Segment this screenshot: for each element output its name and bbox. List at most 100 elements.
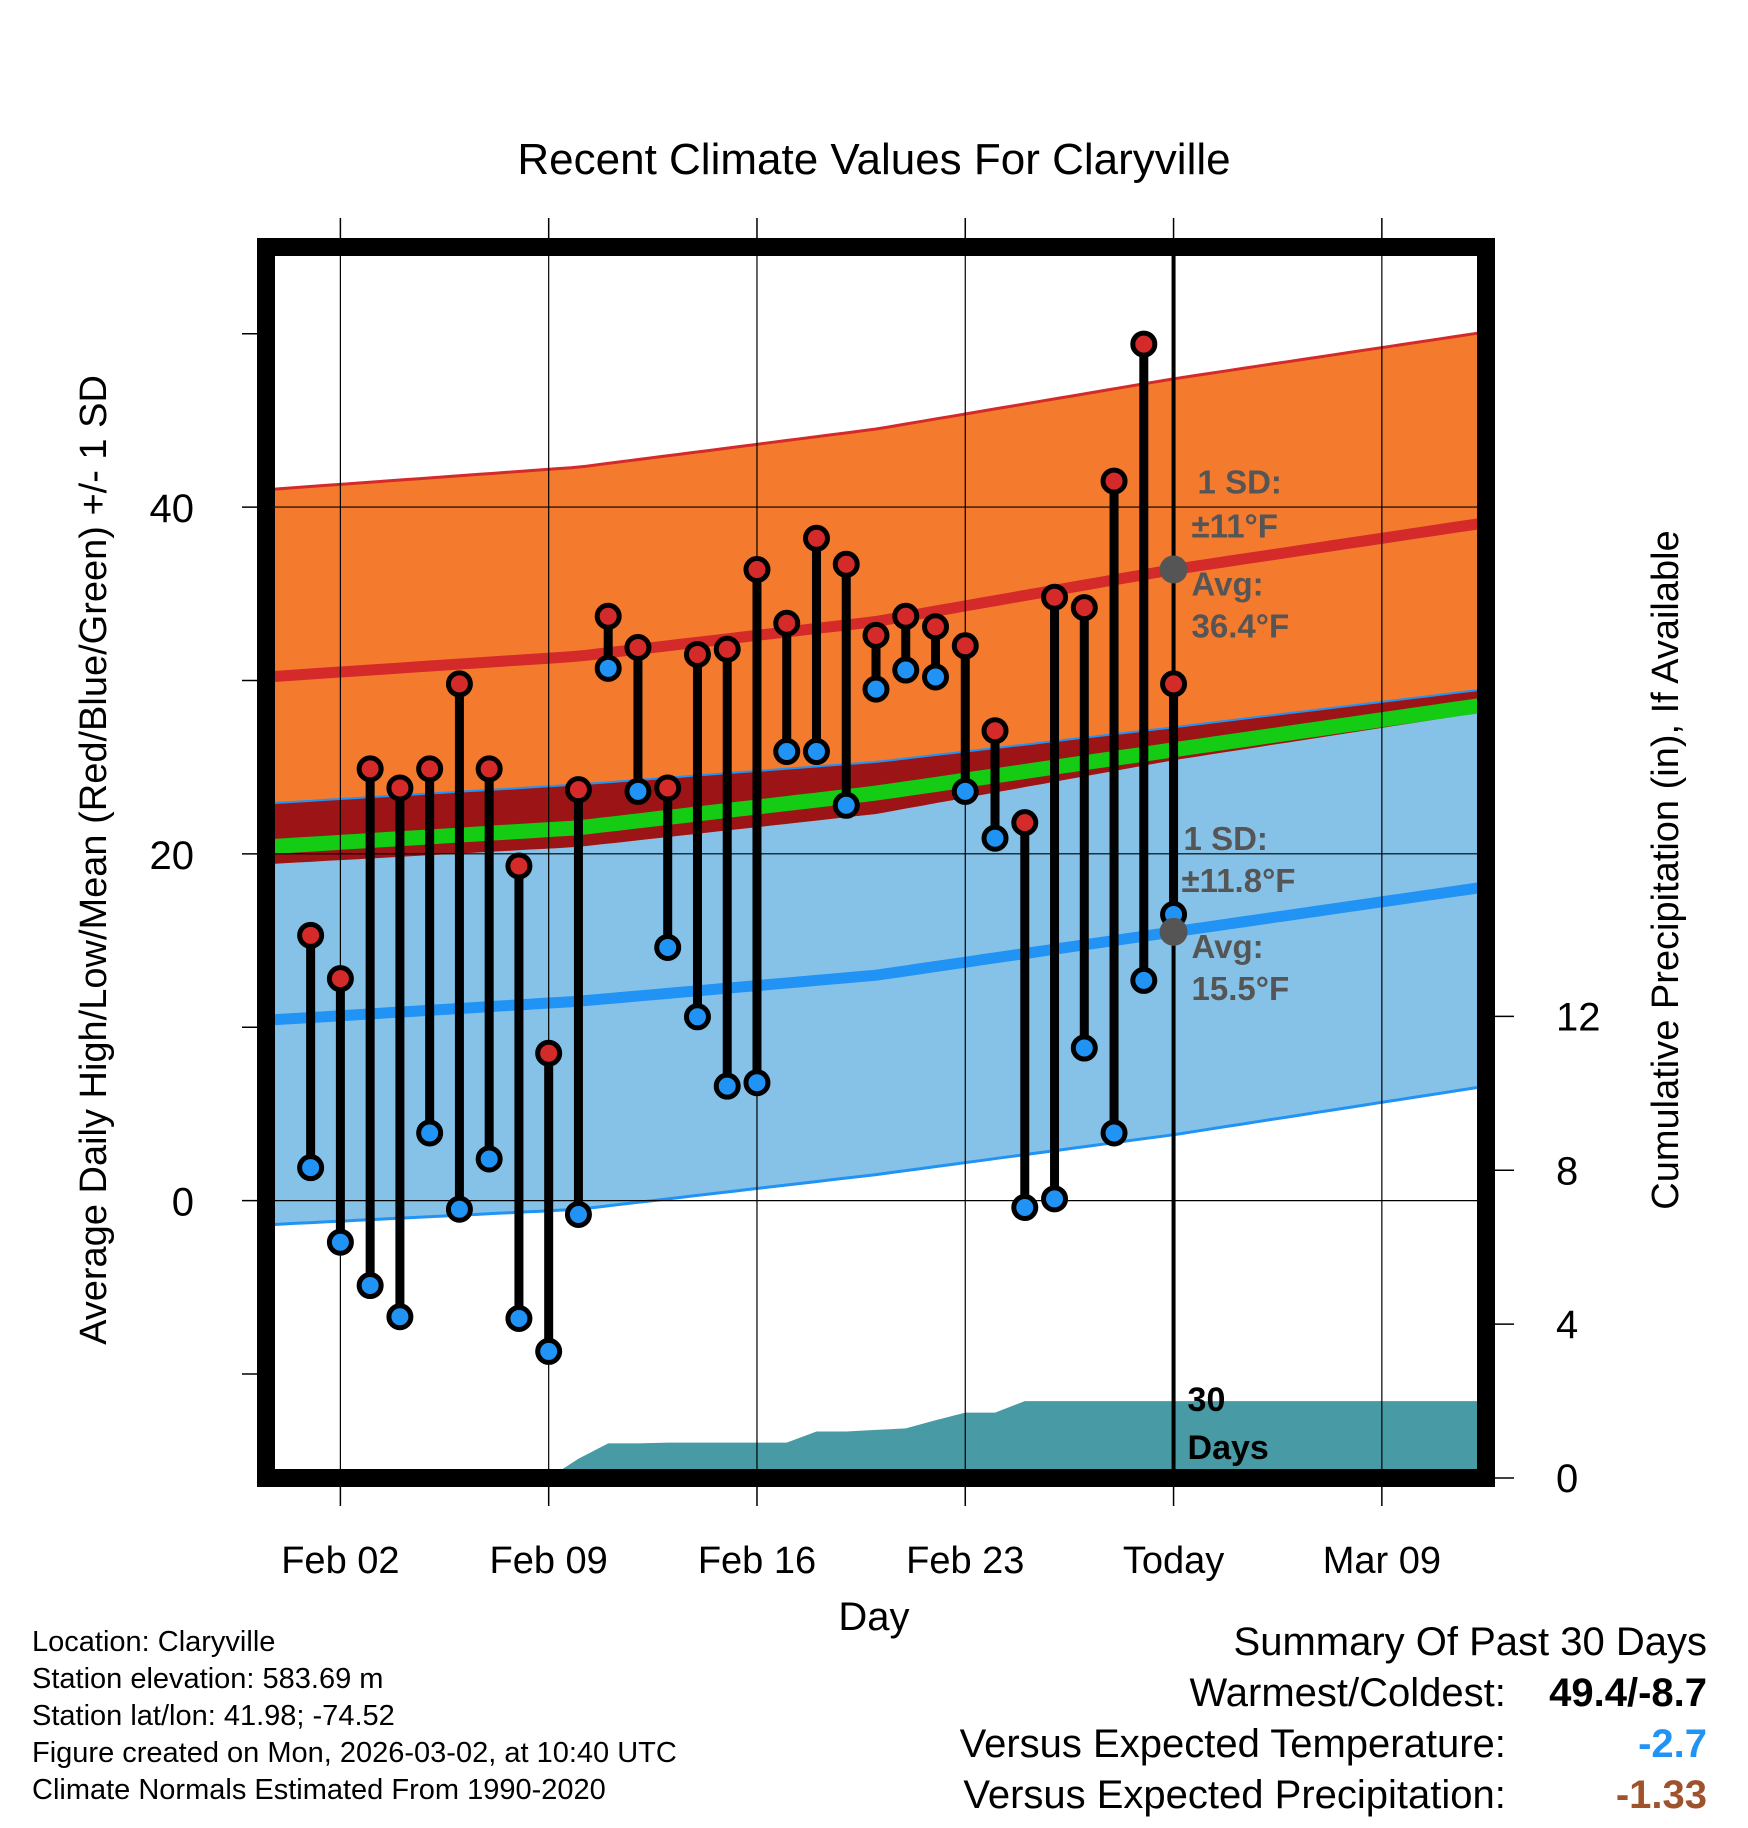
info-created: Figure created on Mon, 2026-03-02, at 10… [32,1737,677,1769]
summary-temp-label: Versus Expected Temperature: [959,1722,1506,1766]
high-plus-sd-line [266,330,1486,492]
summary-temp-row: Versus Expected Temperature: -2.7 [960,1719,1707,1770]
daily-low-point [1070,1034,1098,1062]
daily-high-point [802,524,830,552]
daily-low-point [951,777,979,805]
daily-high-point [743,555,771,583]
daily-low-point [297,1154,325,1182]
y-tick-label: 40 [150,487,195,531]
y2-tick-label: 12 [1556,995,1601,1039]
x-tick-label: Today [1123,1540,1224,1582]
daily-high-point [505,852,533,880]
precip-days-line1: 30 [1188,1381,1226,1419]
daily-low-point [802,738,830,766]
daily-high-point [981,717,1009,745]
daily-high-point [356,755,384,783]
summary-warm-cold-label: Warmest/Coldest: [1189,1671,1506,1715]
y2-tick-label: 4 [1556,1303,1578,1347]
daily-low-point [862,675,890,703]
low-plus-sd-line [266,688,1486,805]
daily-low-point [981,824,1009,852]
daily-low-point [892,656,920,684]
daily-high-point [297,921,325,949]
station-info: Location: Claryville Station elevation: … [32,1624,677,1809]
x-tick-label: Feb 02 [281,1540,399,1582]
daily-high-point [1100,467,1128,495]
daily-high-point [416,755,444,783]
daily-low-point [505,1304,533,1332]
daily-low-point [922,663,950,691]
daily-low-point [416,1119,444,1147]
normal-low-line [266,881,1486,1026]
overlap-band [266,689,1486,865]
daily-low-point [773,738,801,766]
daily-high-point [862,621,890,649]
high-avg-title: Avg: [1192,565,1264,602]
daily-low-point [654,933,682,961]
low-avg-marker [1159,917,1188,946]
daily-low-point [564,1200,592,1228]
x-tick-label: Mar 09 [1323,1540,1441,1582]
low-avg-title: Avg: [1192,928,1264,965]
daily-low-point [326,1228,354,1256]
daily-high-point [1160,670,1188,698]
daily-high-point [713,635,741,663]
high-avg-marker [1159,555,1188,584]
summary-temp-value: -2.7 [1638,1722,1707,1766]
daily-low-point [356,1272,384,1300]
daily-high-point [1011,809,1039,837]
summary-precip-value: -1.33 [1615,1773,1707,1817]
y-tick-label: 0 [172,1181,194,1225]
daily-high-point [564,776,592,804]
info-location: Location: Claryville [32,1626,276,1658]
precip-area [266,1401,1486,1478]
daily-low-point [683,1003,711,1031]
summary-precip-row: Versus Expected Precipitation: -1.33 [960,1770,1707,1821]
daily-high-point [773,609,801,637]
daily-high-point [1041,583,1069,611]
y-tick-label: 20 [150,834,195,878]
summary-precip-label: Versus Expected Precipitation: [963,1773,1506,1817]
summary-warm-cold-row: Warmest/Coldest: 49.4/-8.7 [960,1668,1708,1719]
daily-high-point [683,640,711,668]
daily-high-point [326,965,354,993]
y-axis-label: Average Daily High/Low/Mean (Red/Blue/Gr… [73,375,115,1345]
x-axis-label: Day [838,1595,909,1639]
summary-warm-cold-value: 49.4/-8.7 [1549,1671,1707,1715]
daily-low-point [832,791,860,819]
daily-high-point [594,602,622,630]
daily-high-point [922,613,950,641]
y2-tick-label: 0 [1556,1457,1578,1501]
low-sd-value: ±11.8°F [1182,862,1296,899]
x-tick-label: Feb 16 [698,1540,816,1582]
chart-title: Recent Climate Values For Claryville [517,135,1230,184]
high-sd-value: ±11°F [1192,507,1278,544]
plot-area: 1 SD: ±11°F Avg: 36.4°F 1 SD: ±11.8°F Avg: 15.5… [150,218,1601,1582]
high-avg-value: 36.4°F [1192,607,1290,644]
high-sd-title: 1 SD: [1198,463,1282,500]
summary-panel: Summary Of Past 30 Days Warmest/Coldest:… [960,1617,1707,1821]
normal-high-line [266,517,1486,683]
x-tick-label: Feb 09 [490,1540,608,1582]
normal-mean-line [266,697,1486,855]
y2-tick-label: 8 [1556,1149,1578,1193]
daily-high-point [624,634,652,662]
daily-high-point [386,774,414,802]
plot-content [266,247,1486,1478]
daily-high-point [892,602,920,630]
daily-high-point [1070,594,1098,622]
daily-high-point [832,550,860,578]
daily-high-point [445,670,473,698]
info-elevation: Station elevation: 583.69 m [32,1663,384,1695]
low-avg-value: 15.5°F [1192,970,1290,1007]
daily-low-point [624,777,652,805]
daily-low-point [1041,1185,1069,1213]
daily-high-point [1130,330,1158,358]
daily-high-point [951,632,979,660]
daily-low-point [594,654,622,682]
daily-high-point [475,755,503,783]
daily-high-point [654,774,682,802]
info-latlon: Station lat/lon: 41.98; -74.52 [32,1700,395,1732]
x-tick-label: Feb 23 [906,1540,1024,1582]
